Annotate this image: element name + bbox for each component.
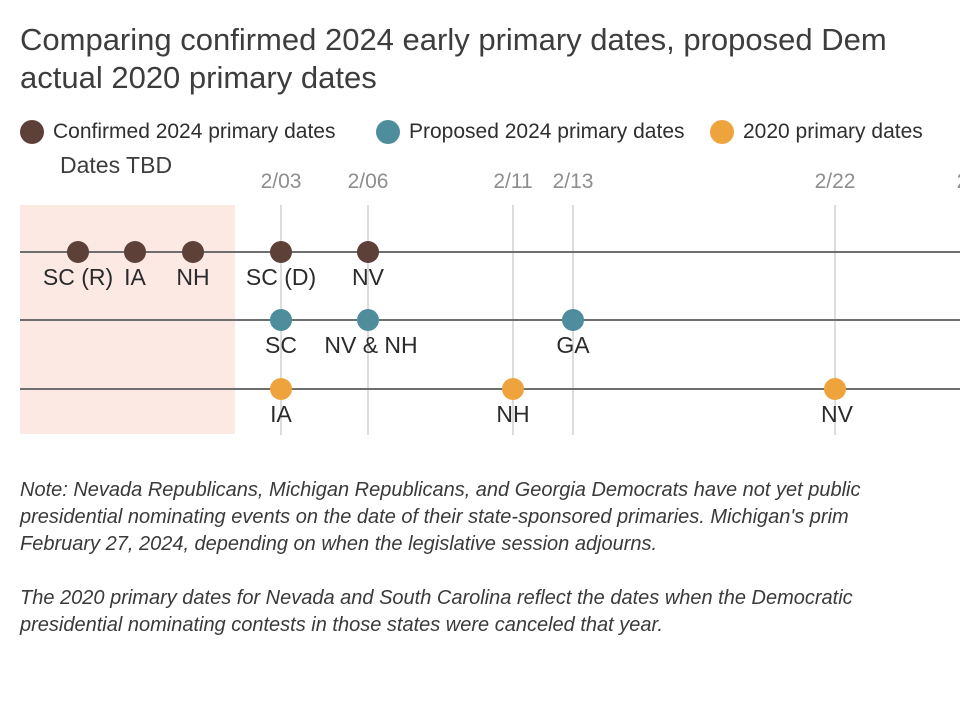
data-point-2020-nv (824, 378, 846, 400)
page-title-line-2: actual 2020 primary dates (20, 60, 377, 95)
data-point-2020-nh (502, 378, 524, 400)
point-label-confirmed-ia: IA (124, 264, 146, 290)
axis-tick-2-11: 2/11 (493, 170, 533, 193)
data-point-proposed-nv-nh (357, 309, 379, 331)
page-title-line-1: Comparing confirmed 2024 early primary d… (20, 22, 887, 57)
data-point-confirmed-ia (124, 241, 146, 263)
point-label-confirmed-nv: NV (352, 264, 384, 290)
legend: Confirmed 2024 primary dates Proposed 20… (0, 120, 960, 146)
data-point-2020-ia (270, 378, 292, 400)
tbd-key-label: Dates TBD (60, 152, 173, 178)
legend-item-confirmed: Confirmed 2024 primary dates (20, 120, 335, 144)
note-paragraph-1: Note: Nevada Republicans, Michigan Repub… (20, 477, 860, 558)
point-label-2020-ia: IA (270, 401, 292, 427)
data-point-proposed-sc (270, 309, 292, 331)
axis-tick-2-13: 2/13 (552, 170, 594, 193)
point-label-proposed-ga: GA (556, 332, 590, 358)
note-p1-line-1: Note: Nevada Republicans, Michigan Repub… (20, 479, 861, 501)
point-label-proposed-sc: SC (265, 332, 297, 358)
timeline-row-proposed-2024 (20, 319, 960, 321)
data-point-confirmed-nh (182, 241, 204, 263)
legend-label-2020: 2020 primary dates (743, 120, 923, 143)
data-point-proposed-ga (562, 309, 584, 331)
point-label-confirmed-sc-d: SC (D) (245, 264, 317, 290)
axis-tick-2-03: 2/03 (260, 170, 302, 193)
page-title: Comparing confirmed 2024 early primary d… (20, 21, 887, 97)
note-p1-line-3: February 27, 2024, depending on when the… (20, 533, 658, 555)
data-point-confirmed-sc-r (67, 241, 89, 263)
point-label-2020-nh: NH (496, 401, 530, 427)
note-p2-line-1: The 2020 primary dates for Nevada and So… (20, 587, 853, 609)
legend-label-proposed: Proposed 2024 primary dates (409, 120, 685, 143)
data-point-confirmed-nv (357, 241, 379, 263)
note-p1-line-2: presidential nominating events on the da… (20, 506, 849, 528)
point-label-2020-nv: NV (821, 401, 853, 427)
legend-item-proposed: Proposed 2024 primary dates (376, 120, 685, 144)
legend-dot-confirmed-icon (20, 120, 44, 144)
timeline-row-confirmed-2024 (20, 251, 960, 253)
axis-tick-2-22: 2/22 (814, 170, 856, 193)
note-p2-line-2: presidential nominating contests in thos… (20, 614, 663, 636)
legend-dot-proposed-icon (376, 120, 400, 144)
legend-label-confirmed: Confirmed 2024 primary dates (53, 120, 336, 143)
point-label-confirmed-nh: NH (176, 264, 210, 290)
axis-tick-2-06: 2/06 (347, 170, 389, 193)
point-label-confirmed-sc-r: SC (R) (42, 264, 114, 290)
legend-dot-2020-icon (710, 120, 734, 144)
point-label-proposed-nv-nh: NV & NH (324, 332, 418, 358)
data-point-confirmed-sc-d (270, 241, 292, 263)
note-paragraph-2: The 2020 primary dates for Nevada and So… (20, 585, 853, 639)
axis-tick-2-27: 2/27 (957, 170, 960, 194)
legend-item-2020: 2020 primary dates (710, 120, 923, 144)
timeline-row-2020 (20, 388, 960, 390)
